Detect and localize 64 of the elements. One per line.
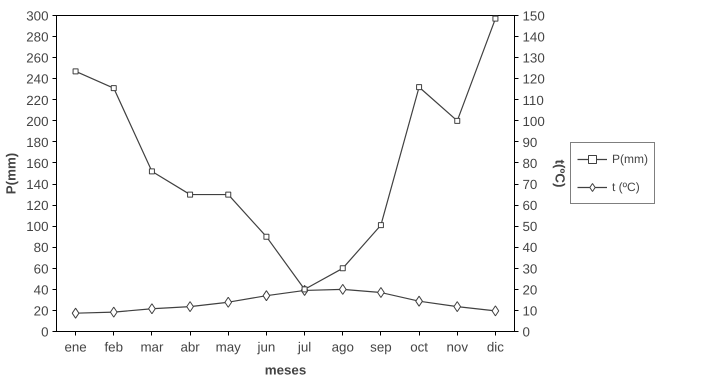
point	[492, 16, 498, 22]
y-tick-label: 280	[26, 30, 49, 45]
y-tick-label: 20	[34, 303, 49, 318]
legend-label: t (ºC)	[612, 180, 640, 194]
x-tick-label: jun	[256, 340, 276, 354]
point	[110, 306, 118, 318]
point	[416, 84, 422, 90]
point	[453, 301, 462, 312]
y-tick-label: 220	[26, 92, 49, 108]
x-tick-label: nov	[446, 340, 468, 354]
y-tick-label: 160	[26, 156, 49, 171]
point	[148, 168, 155, 174]
x-tick-label: oct	[410, 340, 428, 354]
y-tick-label: 60	[34, 261, 49, 276]
y2-tick-label: 110	[522, 92, 544, 108]
point	[340, 265, 346, 272]
legend-label: P(mm)	[612, 152, 648, 166]
y2-tick-label: 20	[522, 282, 538, 298]
y2-tick-label: 30	[522, 261, 538, 276]
y2-tick-label: 0	[522, 324, 530, 340]
y-tick-label: 140	[26, 177, 49, 192]
y2-tick-label: 40	[522, 240, 538, 256]
point	[225, 192, 232, 198]
point	[454, 118, 460, 124]
x-tick-label: may	[216, 340, 242, 354]
x-tick-label: ene	[64, 340, 87, 354]
y-axis-title: P(mm)	[3, 152, 18, 194]
y2-tick-label: 70	[522, 177, 538, 192]
y2-tick-label: 120	[522, 72, 545, 87]
y2-tick-label: 140	[522, 30, 545, 45]
y2-axis-title: t(ºC)	[552, 160, 568, 188]
y-tick-label: 260	[26, 50, 49, 66]
point	[224, 296, 232, 308]
y-tick-label: 40	[34, 282, 49, 298]
y2-tick-label: 80	[522, 156, 538, 171]
y-tick-label: 200	[26, 114, 49, 129]
x-tick-label: mar	[140, 340, 164, 354]
y-tick-label: 100	[26, 219, 49, 234]
point	[110, 85, 117, 92]
x-tick-label: dic	[486, 340, 504, 354]
point	[378, 222, 384, 228]
point	[263, 234, 270, 240]
y-tick-label: 0	[41, 324, 49, 340]
y-tick-label: 240	[26, 72, 49, 87]
x-axis-title: meses	[264, 362, 306, 378]
y2-tick-label: 130	[522, 50, 545, 66]
x-tick-label: ago	[332, 340, 354, 354]
y2-tick-label: 90	[522, 134, 538, 150]
x-tick-label: abr	[180, 340, 200, 354]
y2-tick-label: 150	[522, 8, 545, 24]
y2-tick-label: 50	[522, 219, 538, 234]
point	[338, 284, 347, 295]
y2-tick-label: 100	[522, 114, 545, 129]
x-tick-label: feb	[104, 340, 124, 354]
point	[187, 192, 194, 198]
x-tick-label: sep	[370, 340, 392, 354]
y2-tick-label: 60	[522, 198, 538, 214]
y2-tick-label: 10	[522, 303, 538, 318]
point	[72, 68, 79, 74]
x-tick-label: jul	[296, 340, 312, 354]
y-tick-label: 180	[26, 134, 49, 150]
y-tick-label: 80	[34, 240, 49, 256]
y-tick-label: 120	[26, 198, 49, 214]
y-tick-label: 300	[26, 8, 49, 24]
